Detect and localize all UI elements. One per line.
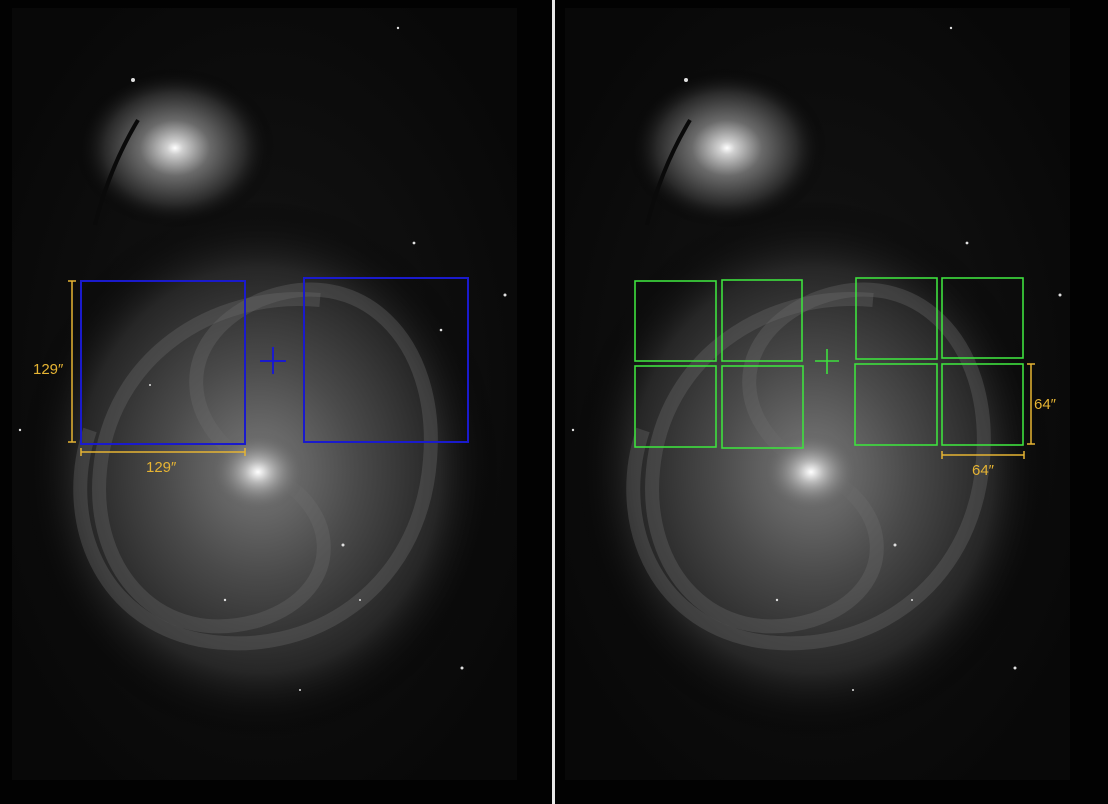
- companion-galaxy: [75, 68, 275, 228]
- width-dimension-bar: [80, 448, 246, 456]
- galaxy-image-right: 64″ 64″: [565, 8, 1070, 780]
- galaxy-image-left: 129″ 129″: [12, 8, 517, 780]
- footprint-tile: [941, 277, 1024, 359]
- companion-galaxy: [627, 68, 827, 228]
- spiral-arms: [73, 282, 438, 651]
- footprint-tile: [721, 365, 804, 449]
- spiral-arms: [626, 282, 991, 651]
- width-dimension-bar: [941, 451, 1025, 459]
- stars: [18, 26, 507, 691]
- footprint-tile: [634, 365, 717, 448]
- panel-divider: [552, 0, 555, 804]
- footprint-tile: [634, 280, 717, 362]
- footprint-tile: [854, 363, 938, 446]
- width-label: 129″: [146, 459, 177, 476]
- height-dimension-bar: [68, 280, 76, 443]
- dust-lane: [93, 118, 140, 226]
- left-image-panel: 129″ 129″: [0, 0, 552, 804]
- width-label: 64″: [972, 462, 995, 479]
- crosshair-marker: [260, 347, 286, 374]
- height-dimension-bar: [1027, 363, 1035, 445]
- dust-lane: [645, 118, 692, 226]
- detector-footprint-grid: [634, 277, 1024, 449]
- footprint-tile: [941, 363, 1024, 446]
- detector-footprint-left: [80, 280, 246, 445]
- footprint-tile: [721, 279, 803, 362]
- detector-footprint-right: [303, 277, 469, 443]
- crosshair-marker: [815, 349, 839, 374]
- height-label: 64″: [1034, 396, 1057, 413]
- stars: [571, 26, 1062, 691]
- footprint-tile: [855, 277, 938, 360]
- height-label: 129″: [33, 361, 64, 378]
- galaxy-core: [763, 432, 859, 512]
- right-image-panel: 64″ 64″: [555, 0, 1108, 804]
